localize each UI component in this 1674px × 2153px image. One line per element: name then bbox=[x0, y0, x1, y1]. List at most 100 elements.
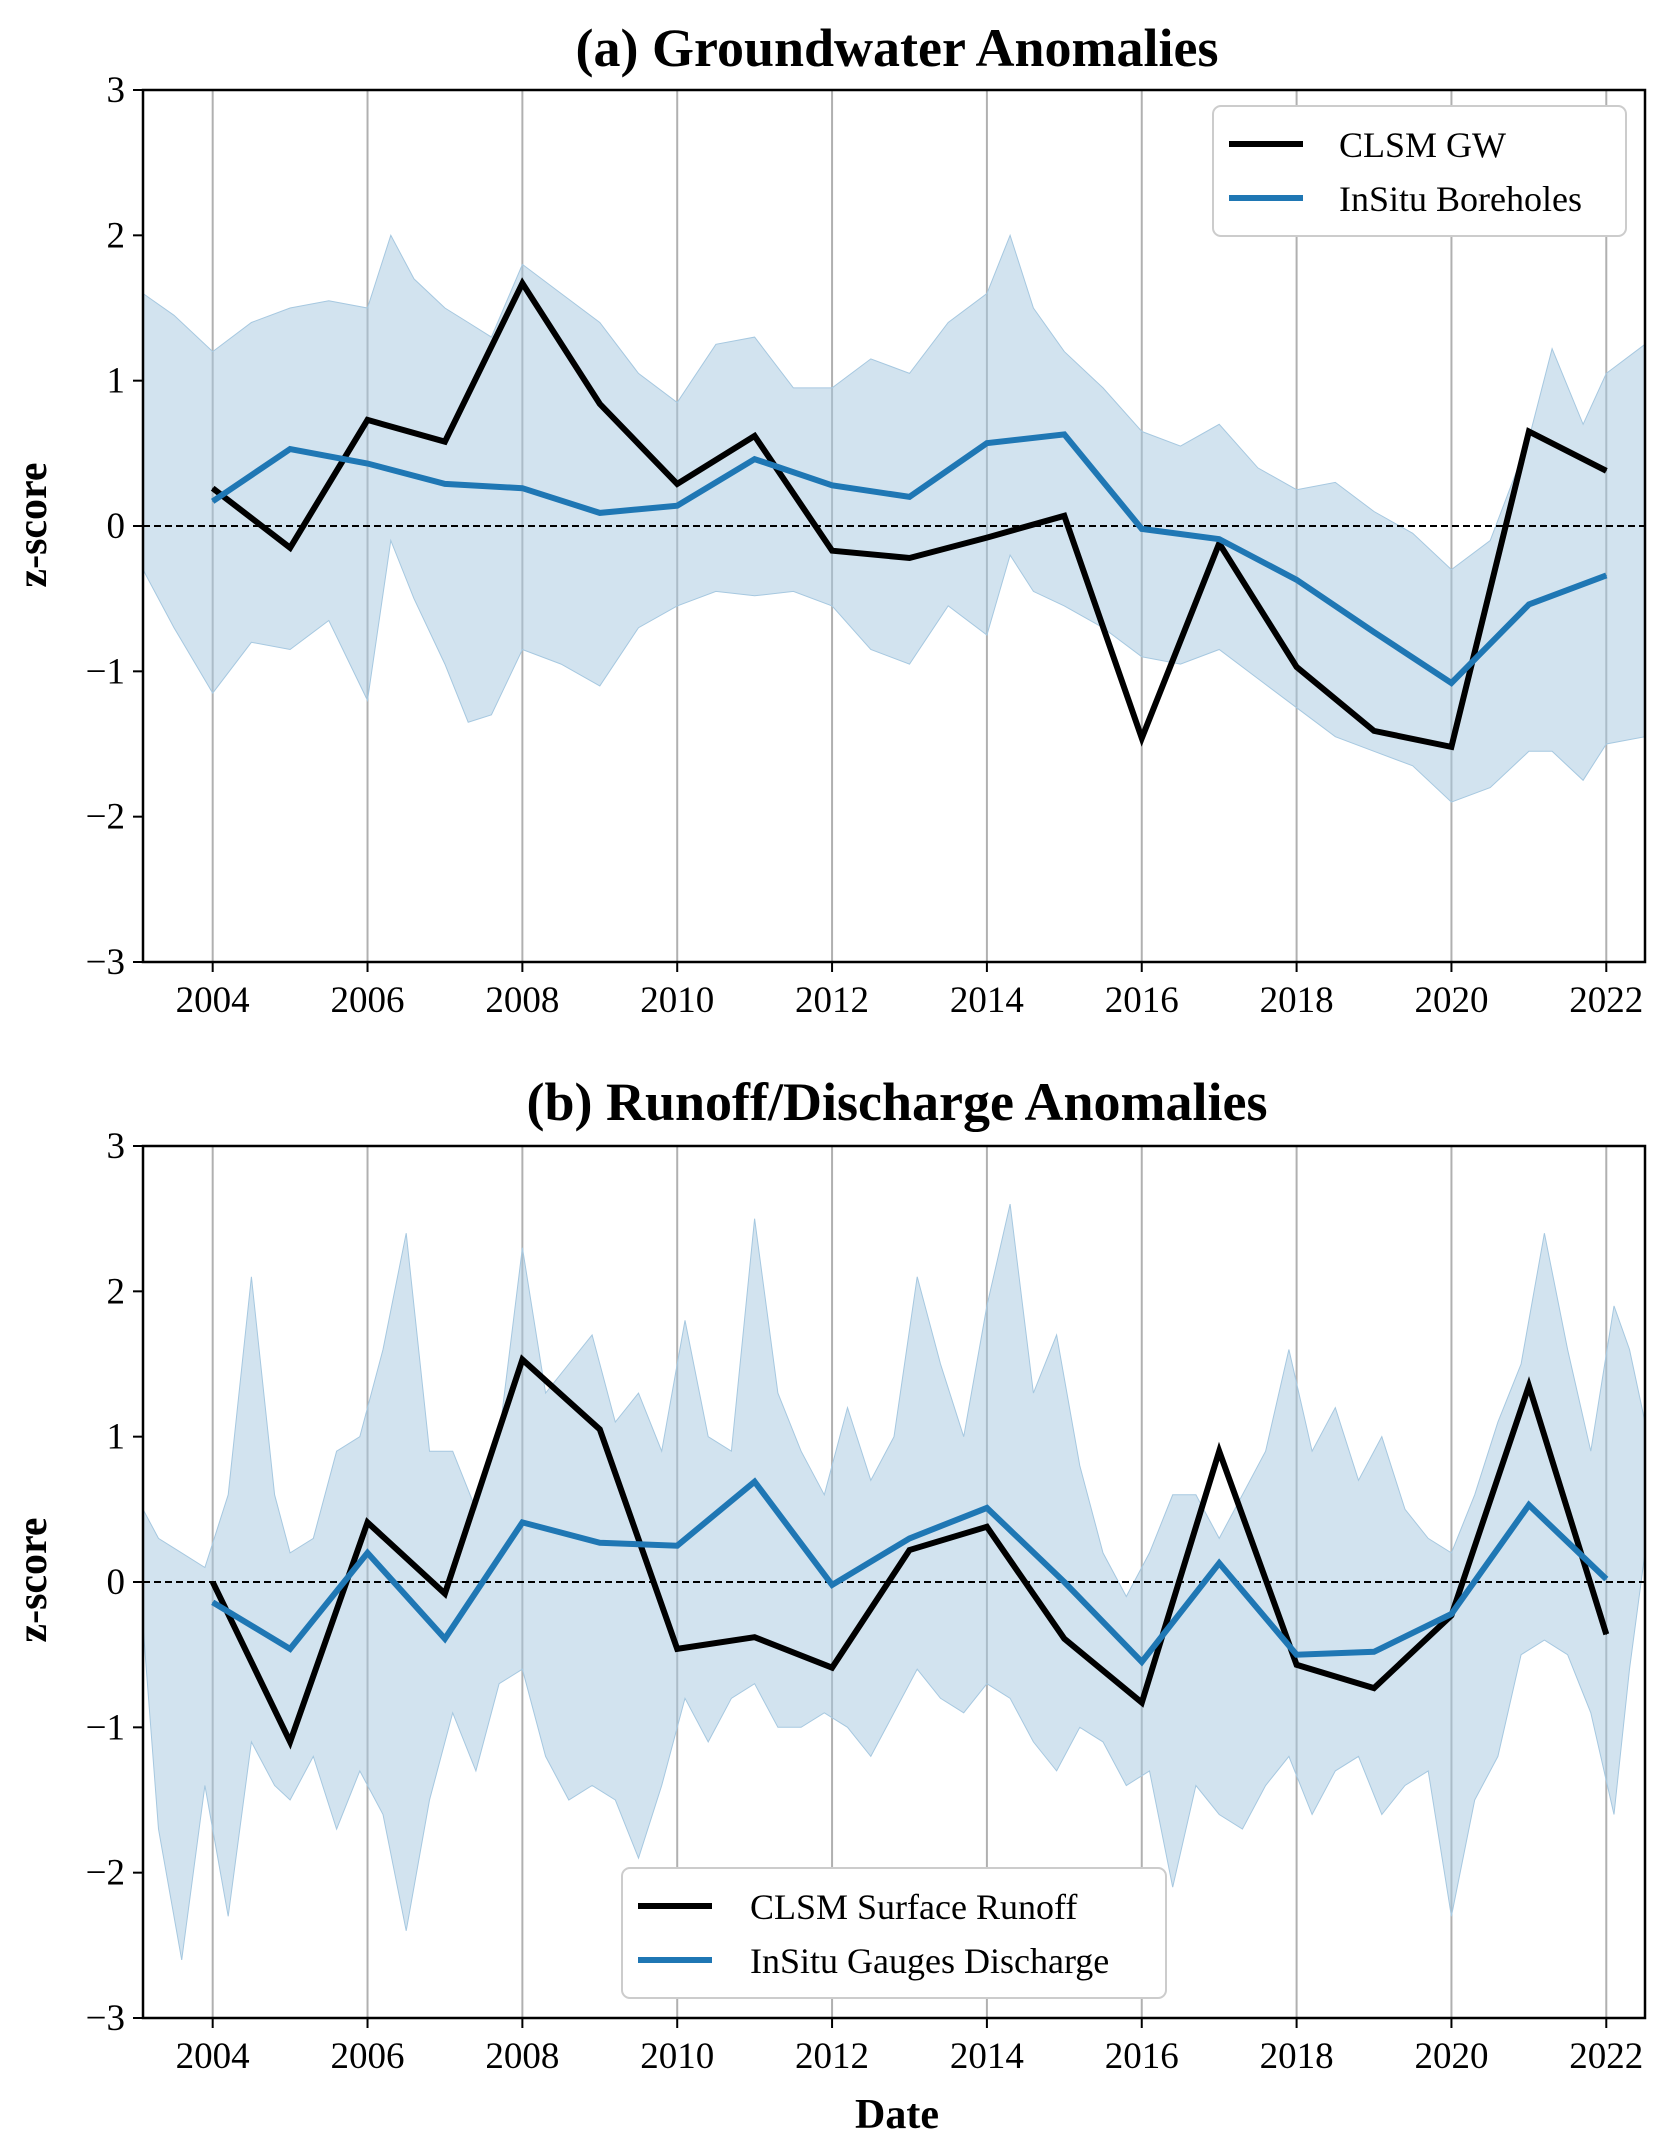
x-tick-label: 2006 bbox=[331, 2036, 405, 2077]
data-point-clsm-surface-runoff-2016 bbox=[1141, 1702, 1143, 1704]
data-point-clsm-surface-runoff-2004 bbox=[212, 1581, 214, 1583]
data-point-clsm-gw-2006 bbox=[367, 419, 369, 421]
data-point-insitu-boreholes-2007 bbox=[444, 483, 446, 485]
data-point-insitu-gauges-discharge-2007 bbox=[444, 1638, 446, 1640]
data-point-clsm-surface-runoff-2006 bbox=[367, 1521, 369, 1523]
series-insitu-gauges-discharge bbox=[211, 1477, 1609, 1667]
y-tick-label: −2 bbox=[86, 797, 125, 838]
data-point-insitu-boreholes-2015 bbox=[1063, 433, 1065, 435]
x-axis-label: Date bbox=[855, 2092, 939, 2138]
data-point-clsm-surface-runoff-2018 bbox=[1296, 1664, 1298, 1666]
data-point-insitu-boreholes-2020 bbox=[1450, 682, 1452, 684]
data-point-clsm-gw-2007 bbox=[444, 441, 446, 443]
data-point-clsm-gw-2015 bbox=[1063, 515, 1065, 517]
data-point-clsm-surface-runoff-2021 bbox=[1528, 1385, 1530, 1387]
y-tick-label: 1 bbox=[107, 361, 126, 402]
data-point-clsm-gw-2009 bbox=[599, 403, 601, 405]
data-point-clsm-surface-runoff-2013 bbox=[908, 1549, 910, 1551]
x-tick-label: 2018 bbox=[1260, 980, 1334, 1021]
data-point-insitu-boreholes-2009 bbox=[599, 512, 601, 514]
y-tick-label: −1 bbox=[86, 651, 125, 692]
series-lines bbox=[209, 1354, 1610, 1750]
legend-label-clsm-gw: CLSM GW bbox=[1339, 125, 1506, 165]
panel-groundwater: (a) Groundwater Anomalies −3 −2 −1 0 1 2 3 200… bbox=[10, 18, 1647, 1021]
x-tick-label: 2016 bbox=[1105, 2036, 1179, 2077]
y-tick-label: −3 bbox=[86, 1998, 125, 2039]
x-tick-label: 2008 bbox=[485, 2036, 559, 2077]
data-point-clsm-gw-2013 bbox=[908, 557, 910, 559]
y-tick-label: −3 bbox=[86, 942, 125, 983]
series-clsm-gw bbox=[210, 277, 1608, 751]
y-tick-label: −1 bbox=[86, 1707, 125, 1748]
data-point-clsm-surface-runoff-2005 bbox=[289, 1741, 291, 1743]
y-tick-label: 3 bbox=[107, 1126, 126, 1167]
data-point-insitu-gauges-discharge-2005 bbox=[289, 1648, 291, 1650]
data-point-clsm-gw-2008 bbox=[521, 282, 523, 284]
legend-label-insitu-boreholes: InSitu Boreholes bbox=[1339, 179, 1582, 219]
data-point-insitu-gauges-discharge-2018 bbox=[1296, 1654, 1298, 1656]
data-point-clsm-gw-2017 bbox=[1218, 542, 1220, 544]
data-point-insitu-gauges-discharge-2004 bbox=[212, 1601, 214, 1603]
data-point-clsm-gw-2014 bbox=[986, 537, 988, 539]
x-tick-label: 2022 bbox=[1569, 980, 1643, 1021]
data-point-insitu-gauges-discharge-2012 bbox=[831, 1584, 833, 1586]
data-point-insitu-gauges-discharge-2022 bbox=[1605, 1578, 1607, 1580]
x-tick-label: 2006 bbox=[331, 980, 405, 1021]
y-tick-label: 0 bbox=[107, 1562, 126, 1603]
data-point-insitu-boreholes-2016 bbox=[1141, 528, 1143, 530]
data-point-insitu-boreholes-2004 bbox=[212, 500, 214, 502]
data-point-clsm-gw-2010 bbox=[676, 483, 678, 485]
y-tick-label: 0 bbox=[107, 506, 126, 547]
x-tick-label: 2010 bbox=[640, 2036, 714, 2077]
data-point-clsm-gw-2004 bbox=[212, 487, 214, 489]
panel-runoff-discharge: (b) Runoff/Discharge Anomalies −3 −2 −1 0 1 2… bbox=[10, 1072, 1647, 2138]
data-point-insitu-boreholes-2013 bbox=[908, 496, 910, 498]
series-insitu-boreholes bbox=[211, 431, 1608, 687]
data-point-insitu-gauges-discharge-2016 bbox=[1141, 1661, 1143, 1663]
x-tick-label: 2014 bbox=[950, 980, 1024, 1021]
data-point-insitu-gauges-discharge-2019 bbox=[1373, 1651, 1375, 1653]
x-tick-label: 2004 bbox=[176, 980, 250, 1021]
y-axis-label: z-score bbox=[10, 462, 56, 587]
data-point-insitu-gauges-discharge-2013 bbox=[908, 1537, 910, 1539]
data-point-clsm-gw-2019 bbox=[1373, 730, 1375, 732]
y-tick-label: 3 bbox=[107, 70, 126, 111]
data-point-insitu-gauges-discharge-2021 bbox=[1528, 1504, 1530, 1506]
legend-label-clsm-surface-runoff: CLSM Surface Runoff bbox=[750, 1887, 1077, 1927]
data-point-clsm-surface-runoff-2014 bbox=[986, 1526, 988, 1528]
data-point-insitu-boreholes-2005 bbox=[289, 448, 291, 450]
y-axis-label: z-score bbox=[10, 1517, 56, 1642]
x-tick-label: 2018 bbox=[1260, 2036, 1334, 2077]
data-point-insitu-boreholes-2021 bbox=[1528, 603, 1530, 605]
data-point-insitu-gauges-discharge-2020 bbox=[1450, 1613, 1452, 1615]
y-tick-label: 2 bbox=[107, 215, 126, 256]
series-lines bbox=[210, 277, 1608, 751]
data-point-clsm-surface-runoff-2022 bbox=[1605, 1633, 1607, 1635]
data-point-clsm-gw-2012 bbox=[831, 550, 833, 552]
data-point-insitu-gauges-discharge-2010 bbox=[676, 1545, 678, 1547]
x-axis: 2004 2006 2008 2010 2012 2014 2016 2018 2020 2022 bbox=[176, 2018, 1643, 2077]
x-tick-label: 2014 bbox=[950, 2036, 1024, 2077]
data-point-clsm-gw-2020 bbox=[1450, 746, 1452, 748]
data-point-insitu-boreholes-2011 bbox=[754, 458, 756, 460]
data-point-insitu-gauges-discharge-2009 bbox=[599, 1542, 601, 1544]
x-tick-label: 2008 bbox=[485, 980, 559, 1021]
y-axis: −3 −2 −1 0 1 2 3 bbox=[86, 70, 143, 983]
data-point-insitu-boreholes-2018 bbox=[1296, 579, 1298, 581]
data-point-clsm-surface-runoff-2010 bbox=[676, 1648, 678, 1650]
legend: CLSM GW InSitu Boreholes bbox=[1212, 105, 1627, 237]
chart-title: (b) Runoff/Discharge Anomalies bbox=[527, 1072, 1268, 1132]
data-point-insitu-gauges-discharge-2014 bbox=[986, 1507, 988, 1509]
x-tick-label: 2004 bbox=[176, 2036, 250, 2077]
y-axis: −3 −2 −1 0 1 2 3 bbox=[86, 1126, 143, 2039]
y-tick-label: 2 bbox=[107, 1271, 126, 1312]
data-point-insitu-boreholes-2006 bbox=[367, 463, 369, 465]
data-point-insitu-boreholes-2014 bbox=[986, 442, 988, 444]
data-point-insitu-boreholes-2010 bbox=[676, 505, 678, 507]
legend-box bbox=[1212, 105, 1627, 237]
data-point-insitu-boreholes-2008 bbox=[521, 487, 523, 489]
data-point-clsm-gw-2016 bbox=[1141, 737, 1143, 739]
data-point-clsm-gw-2022 bbox=[1605, 470, 1607, 472]
data-point-clsm-surface-runoff-2019 bbox=[1373, 1687, 1375, 1689]
